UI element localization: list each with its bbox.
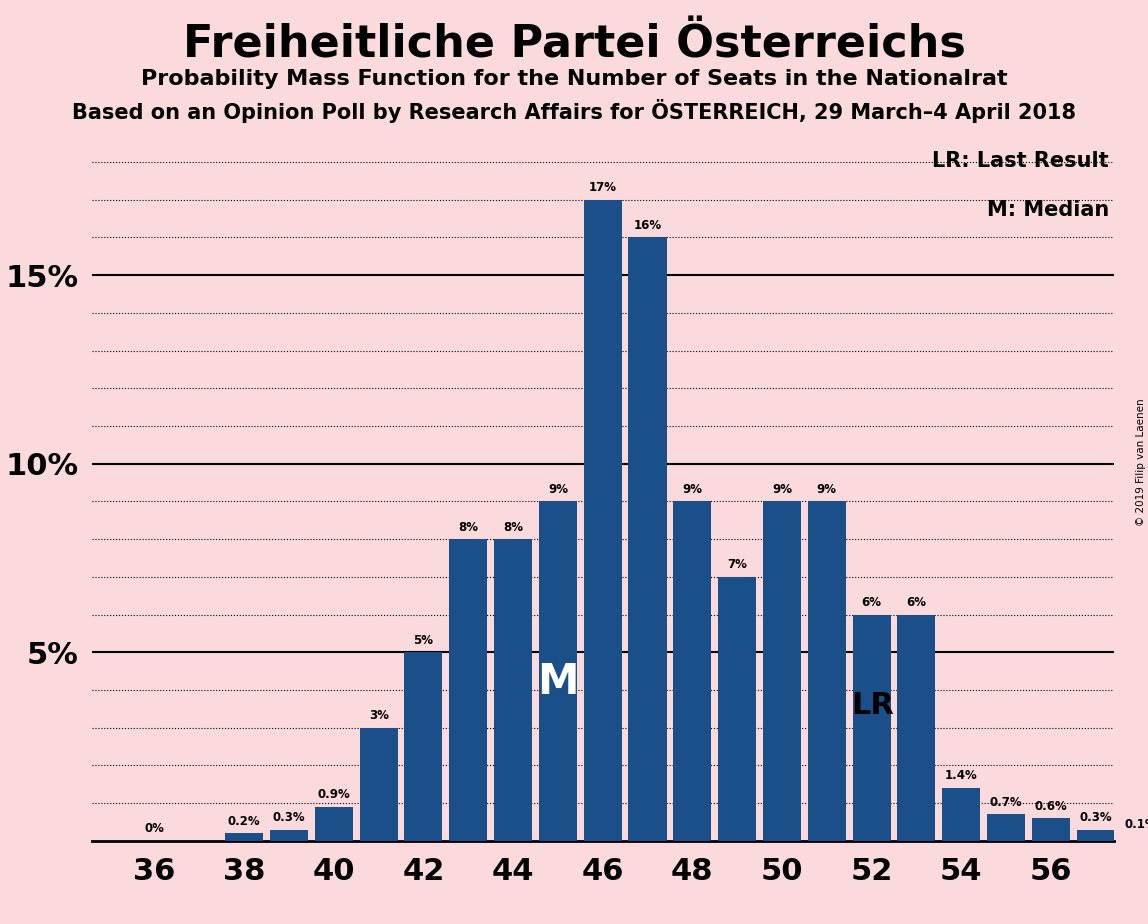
Bar xyxy=(449,540,487,841)
Bar xyxy=(359,728,397,841)
Text: 0.2%: 0.2% xyxy=(228,815,261,828)
Text: 9%: 9% xyxy=(816,483,837,496)
Text: M: M xyxy=(537,662,579,703)
Text: 0.9%: 0.9% xyxy=(318,788,350,801)
Bar xyxy=(404,652,442,841)
Text: 0%: 0% xyxy=(145,822,164,835)
Text: 16%: 16% xyxy=(634,219,661,232)
Text: © 2019 Filip van Laenen: © 2019 Filip van Laenen xyxy=(1135,398,1146,526)
Bar xyxy=(1122,837,1148,841)
Text: LR: Last Result: LR: Last Result xyxy=(932,151,1109,171)
Text: Based on an Opinion Poll by Research Affairs for ÖSTERREICH, 29 March–4 April 20: Based on an Opinion Poll by Research Aff… xyxy=(72,99,1076,123)
Bar xyxy=(673,502,712,841)
Text: 7%: 7% xyxy=(727,558,747,571)
Text: 17%: 17% xyxy=(589,181,616,194)
Text: 0.3%: 0.3% xyxy=(273,811,305,824)
Bar xyxy=(719,577,757,841)
Bar xyxy=(987,814,1025,841)
Bar xyxy=(898,614,936,841)
Text: 1.4%: 1.4% xyxy=(945,770,978,783)
Text: Freiheitliche Partei Österreichs: Freiheitliche Partei Österreichs xyxy=(183,23,965,67)
Bar xyxy=(583,200,622,841)
Bar xyxy=(494,540,533,841)
Text: LR: LR xyxy=(852,691,894,720)
Text: 9%: 9% xyxy=(771,483,792,496)
Text: Probability Mass Function for the Number of Seats in the Nationalrat: Probability Mass Function for the Number… xyxy=(141,69,1007,90)
Bar xyxy=(628,237,667,841)
Text: 0.3%: 0.3% xyxy=(1079,811,1112,824)
Bar xyxy=(270,830,308,841)
Text: 0.1%: 0.1% xyxy=(1124,819,1148,832)
Text: 9%: 9% xyxy=(682,483,703,496)
Bar xyxy=(538,502,577,841)
Text: 0.7%: 0.7% xyxy=(990,796,1023,808)
Text: 6%: 6% xyxy=(907,596,926,609)
Bar xyxy=(1077,830,1115,841)
Text: 3%: 3% xyxy=(369,709,388,722)
Text: 0.6%: 0.6% xyxy=(1034,799,1068,812)
Bar xyxy=(808,502,846,841)
Bar xyxy=(315,807,352,841)
Text: 8%: 8% xyxy=(503,520,523,533)
Bar xyxy=(763,502,801,841)
Text: 8%: 8% xyxy=(458,520,479,533)
Bar xyxy=(1032,819,1070,841)
Text: 9%: 9% xyxy=(548,483,568,496)
Text: 5%: 5% xyxy=(413,634,434,647)
Bar xyxy=(943,788,980,841)
Text: M: Median: M: Median xyxy=(987,200,1109,220)
Text: 6%: 6% xyxy=(861,596,882,609)
Bar xyxy=(853,614,891,841)
Bar xyxy=(225,833,263,841)
